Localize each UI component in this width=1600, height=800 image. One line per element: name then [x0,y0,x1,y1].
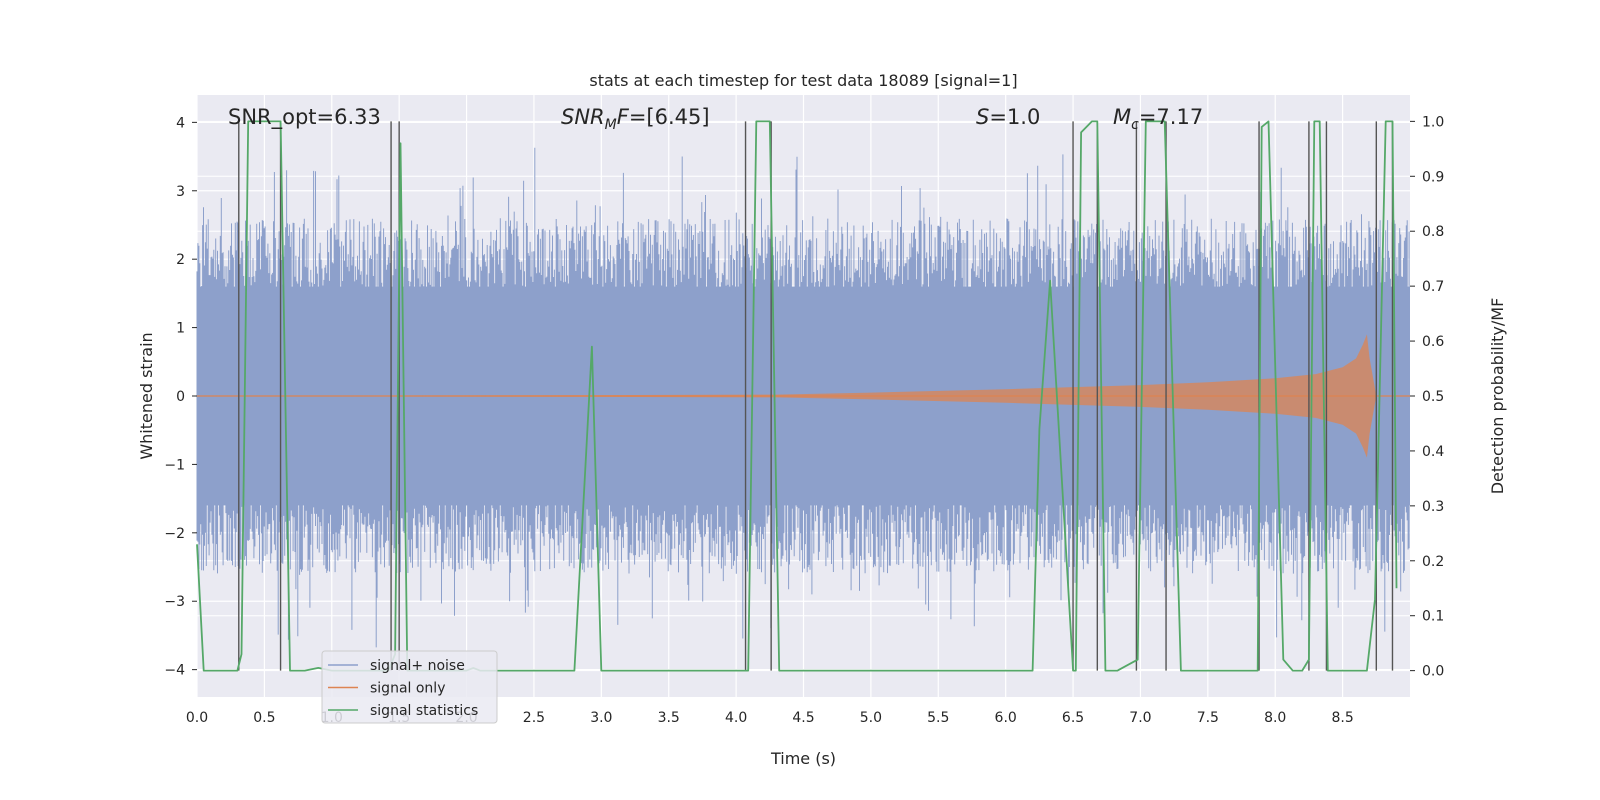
annotation-snr-opt: SNR_opt=6.33 [228,105,381,130]
x-tick-label: 3.5 [658,710,680,726]
y2-tick-label: 0.5 [1422,389,1444,405]
s-value: =1.0 [989,105,1040,129]
annotation-snr-mf: SNRMF=[6.45] [561,105,710,133]
chart-title: stats at each timestep for test data 180… [589,71,1017,90]
y2-tick-label: 0.6 [1422,334,1444,350]
snr-mf-label: SNR [561,105,605,129]
mc-subscript: c [1131,117,1139,133]
y2-tick-label: 1.0 [1422,114,1444,130]
y-tick-label: −4 [164,663,185,679]
x-tick-label: 6.5 [1062,710,1084,726]
x-tick-label: 6.0 [995,710,1017,726]
y2-axis-ticks: 1.0 0.9 0.8 0.7 0.6 0.5 0.4 0.3 0.2 0.1 0.0 [1410,114,1444,680]
y2-tick-label: 0.7 [1422,279,1444,295]
y2-tick-label: 0.8 [1422,224,1444,240]
y-tick-label: 4 [176,115,185,131]
x-tick-label: 2.5 [523,710,545,726]
x-tick-label: 3.0 [590,710,612,726]
x-tick-label: 7.0 [1129,710,1151,726]
y-tick-label: −1 [164,457,185,473]
legend-box [321,650,498,724]
y-tick-label: 0 [176,389,185,405]
y-axis-label: Whitened strain [137,332,156,459]
x-tick-label: 8.0 [1264,710,1286,726]
y-tick-label: −2 [164,526,185,542]
legend: signal+ noise signal only signal statist… [321,650,498,724]
mc-value: =7.17 [1139,105,1203,129]
y2-tick-label: 0.2 [1422,554,1444,570]
x-tick-label: 5.0 [860,710,882,726]
legend-label-signal-noise: signal+ noise [370,658,465,674]
snr-mf-value: =[6.45] [629,105,710,129]
legend-label-signal-only: signal only [370,681,445,697]
y2-tick-label: 0.4 [1422,444,1444,460]
y2-tick-label: 0.9 [1422,169,1444,185]
snr-mf-subscript: M [605,117,617,133]
x-tick-label: 4.5 [792,710,814,726]
x-tick-label: 4.0 [725,710,747,726]
annotation-s: S=1.0 [976,105,1040,129]
y2-tick-label: 0.1 [1422,609,1444,625]
snr-mf-rest: F [617,105,630,129]
y2-axis-label: Detection probability/MF [1488,298,1507,495]
y-tick-label: 3 [176,184,185,200]
y-tick-label: −3 [164,594,185,610]
x-axis-label: Time (s) [770,749,836,768]
y2-tick-label: 0.3 [1422,499,1444,515]
legend-label-signal-statistics: signal statistics [370,703,478,719]
x-tick-label: 7.5 [1197,710,1219,726]
y-axis-ticks: 4 3 2 1 0 −1 −2 −3 −4 [164,115,197,679]
signal-only-envelope [197,334,1377,458]
y-tick-label: 1 [176,321,185,337]
mc-label: M [1113,105,1131,129]
x-tick-label: 0.5 [253,710,275,726]
y2-tick-label: 0.0 [1422,664,1444,680]
annotation-mc: Mc=7.17 [1113,105,1203,133]
x-tick-label: 8.5 [1331,710,1353,726]
y-tick-label: 2 [176,252,185,268]
s-label: S [976,105,989,129]
x-tick-label: 5.5 [927,710,949,726]
x-tick-label: 0.0 [186,710,208,726]
